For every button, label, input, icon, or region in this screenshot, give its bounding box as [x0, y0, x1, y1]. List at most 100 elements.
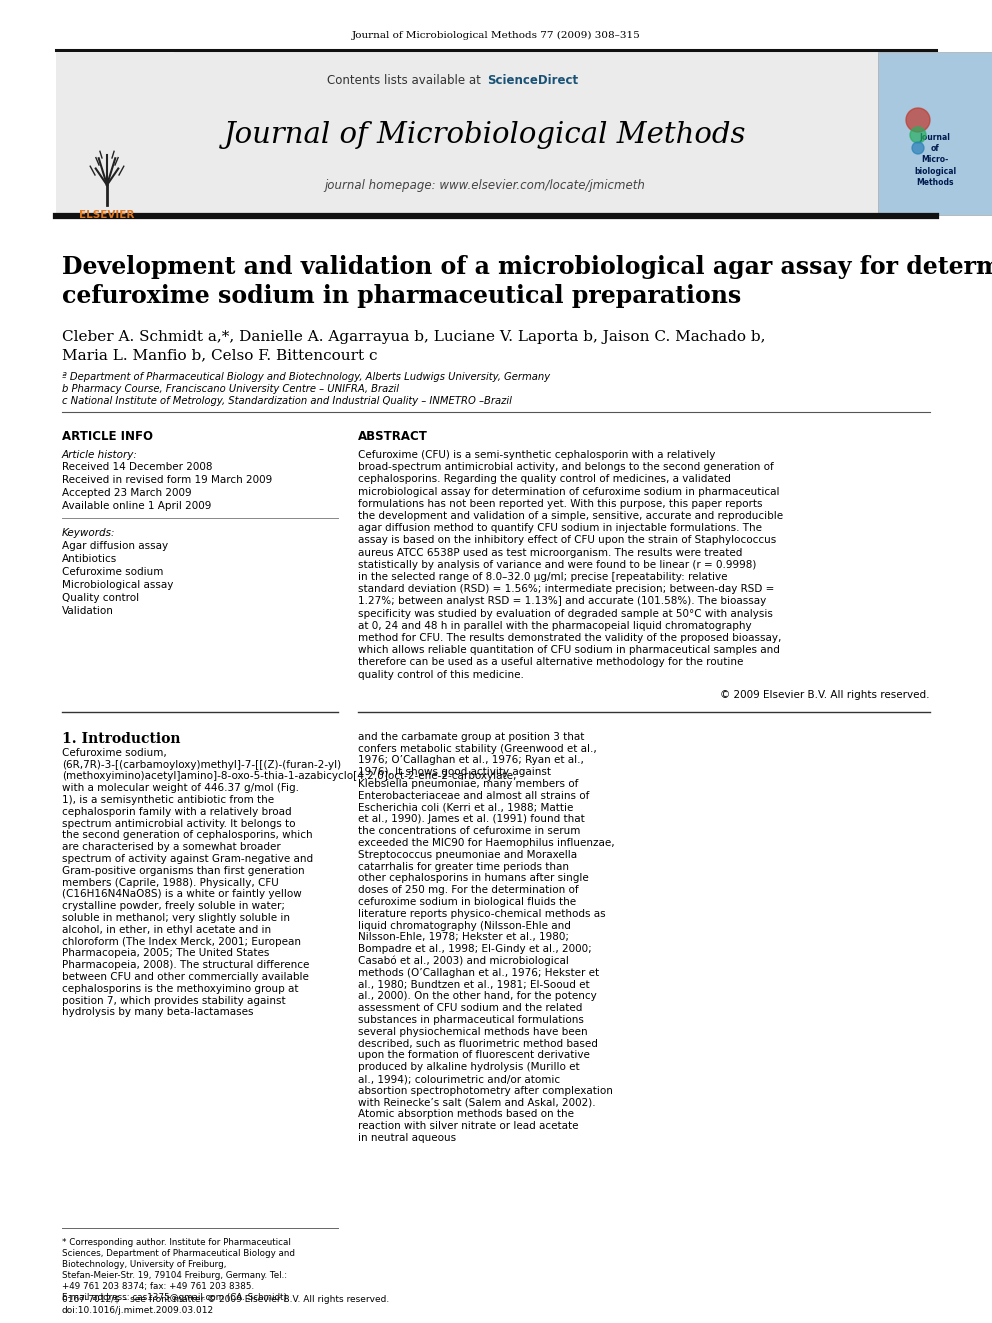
Text: Casabó et al., 2003) and microbiological: Casabó et al., 2003) and microbiological [358, 957, 568, 967]
Text: spectrum of activity against Gram-negative and: spectrum of activity against Gram-negati… [62, 855, 313, 864]
Text: Received 14 December 2008: Received 14 December 2008 [62, 462, 212, 472]
Text: Atomic absorption methods based on the: Atomic absorption methods based on the [358, 1110, 574, 1119]
Text: ª Department of Pharmaceutical Biology and Biotechnology, Alberts Ludwigs Univer: ª Department of Pharmaceutical Biology a… [62, 372, 551, 382]
Text: 1976). It shows good activity against: 1976). It shows good activity against [358, 767, 551, 777]
Text: liquid chromatography (Nilsson-Ehle and: liquid chromatography (Nilsson-Ehle and [358, 921, 570, 930]
Text: Quality control: Quality control [62, 593, 139, 603]
Text: Microbiological assay: Microbiological assay [62, 579, 174, 590]
Text: which allows reliable quantitation of CFU sodium in pharmaceutical samples and: which allows reliable quantitation of CF… [358, 646, 780, 655]
Text: Journal of Microbiological Methods: Journal of Microbiological Methods [224, 120, 746, 149]
Text: formulations has not been reported yet. With this purpose, this paper reports: formulations has not been reported yet. … [358, 499, 763, 509]
Text: produced by alkaline hydrolysis (Murillo et: produced by alkaline hydrolysis (Murillo… [358, 1062, 579, 1072]
Text: crystalline powder, freely soluble in water;: crystalline powder, freely soluble in wa… [62, 901, 285, 912]
Text: in neutral aqueous: in neutral aqueous [358, 1132, 456, 1143]
Text: Cleber A. Schmidt a,*, Danielle A. Agarrayua b, Luciane V. Laporta b, Jaison C. : Cleber A. Schmidt a,*, Danielle A. Agarr… [62, 329, 766, 344]
Text: (6R,7R)-3-[(carbamoyloxy)methyl]-7-[[(Z)-(furan-2-yl): (6R,7R)-3-[(carbamoyloxy)methyl]-7-[[(Z)… [62, 759, 341, 770]
Text: methods (O’Callaghan et al., 1976; Hekster et: methods (O’Callaghan et al., 1976; Hekst… [358, 968, 599, 978]
Text: Stefan-Meier-Str. 19, 79104 Freiburg, Germany. Tel.:: Stefan-Meier-Str. 19, 79104 Freiburg, Ge… [62, 1271, 287, 1279]
Text: confers metabolic stability (Greenwood et al.,: confers metabolic stability (Greenwood e… [358, 744, 597, 754]
Text: Klebsiella pneumoniae, many members of: Klebsiella pneumoniae, many members of [358, 779, 578, 789]
Text: Streptococcus pneumoniae and Moraxella: Streptococcus pneumoniae and Moraxella [358, 849, 577, 860]
Text: catarrhalis for greater time periods than: catarrhalis for greater time periods tha… [358, 861, 569, 872]
Text: soluble in methanol; very slightly soluble in: soluble in methanol; very slightly solub… [62, 913, 290, 923]
Text: doi:10.1016/j.mimet.2009.03.012: doi:10.1016/j.mimet.2009.03.012 [62, 1306, 214, 1315]
Text: cefuroxime sodium in biological fluids the: cefuroxime sodium in biological fluids t… [358, 897, 576, 908]
Text: ELSEVIER: ELSEVIER [79, 210, 135, 220]
Text: ARTICLE INFO: ARTICLE INFO [62, 430, 153, 443]
Text: (methoxyimino)acetyl]amino]-8-oxo-5-thia-1-azabicyclo[4.2.0]oct-2-ene-2-carboxyl: (methoxyimino)acetyl]amino]-8-oxo-5-thia… [62, 771, 517, 782]
Text: position 7, which provides stability against: position 7, which provides stability aga… [62, 996, 286, 1005]
Text: Cefuroxime sodium,: Cefuroxime sodium, [62, 747, 167, 758]
Text: exceeded the MIC90 for Haemophilus influenzae,: exceeded the MIC90 for Haemophilus influ… [358, 837, 615, 848]
Text: the concentrations of cefuroxime in serum: the concentrations of cefuroxime in seru… [358, 826, 580, 836]
Text: literature reports physico-chemical methods as: literature reports physico-chemical meth… [358, 909, 606, 918]
Text: Nilsson-Ehle, 1978; Hekster et al., 1980;: Nilsson-Ehle, 1978; Hekster et al., 1980… [358, 933, 569, 942]
Text: c National Institute of Metrology, Standardization and Industrial Quality – INME: c National Institute of Metrology, Stand… [62, 396, 512, 406]
Text: described, such as fluorimetric method based: described, such as fluorimetric method b… [358, 1039, 598, 1049]
Text: cephalosporins. Regarding the quality control of medicines, a validated: cephalosporins. Regarding the quality co… [358, 475, 731, 484]
Text: al., 1980; Bundtzen et al., 1981; El-Sooud et: al., 1980; Bundtzen et al., 1981; El-Soo… [358, 979, 589, 990]
Text: Escherichia coli (Kerri et al., 1988; Mattie: Escherichia coli (Kerri et al., 1988; Ma… [358, 803, 573, 812]
Text: ScienceDirect: ScienceDirect [487, 74, 578, 86]
Text: with a molecular weight of 446.37 g/mol (Fig.: with a molecular weight of 446.37 g/mol … [62, 783, 299, 794]
Text: assessment of CFU sodium and the related: assessment of CFU sodium and the related [358, 1003, 582, 1013]
Text: method for CFU. The results demonstrated the validity of the proposed bioassay,: method for CFU. The results demonstrated… [358, 632, 782, 643]
Text: ABSTRACT: ABSTRACT [358, 430, 428, 443]
Text: the development and validation of a simple, sensitive, accurate and reproducible: the development and validation of a simp… [358, 511, 783, 521]
Text: Pharmacopeia, 2005; The United States: Pharmacopeia, 2005; The United States [62, 949, 270, 958]
Text: b Pharmacy Course, Franciscano University Centre – UNIFRA, Brazil: b Pharmacy Course, Franciscano Universit… [62, 384, 399, 394]
Text: the second generation of cephalosporins, which: the second generation of cephalosporins,… [62, 831, 312, 840]
Text: Sciences, Department of Pharmaceutical Biology and: Sciences, Department of Pharmaceutical B… [62, 1249, 295, 1258]
Text: microbiological assay for determination of cefuroxime sodium in pharmaceutical: microbiological assay for determination … [358, 487, 780, 496]
Text: al., 2000). On the other hand, for the potency: al., 2000). On the other hand, for the p… [358, 991, 597, 1002]
Text: E-mail address: cas1375@gmail.com (CA. Schmidt).: E-mail address: cas1375@gmail.com (CA. S… [62, 1293, 290, 1302]
Text: upon the formation of fluorescent derivative: upon the formation of fluorescent deriva… [358, 1050, 590, 1061]
Text: statistically by analysis of variance and were found to be linear (r = 0.9998): statistically by analysis of variance an… [358, 560, 756, 570]
Text: Contents lists available at: Contents lists available at [327, 74, 485, 86]
Text: between CFU and other commercially available: between CFU and other commercially avail… [62, 972, 309, 982]
Text: cephalosporin family with a relatively broad: cephalosporin family with a relatively b… [62, 807, 292, 816]
Text: agar diffusion method to quantify CFU sodium in injectable formulations. The: agar diffusion method to quantify CFU so… [358, 523, 762, 533]
Text: therefore can be used as a useful alternative methodology for the routine: therefore can be used as a useful altern… [358, 658, 743, 667]
Text: Cefuroxime sodium: Cefuroxime sodium [62, 568, 164, 577]
Text: Development and validation of a microbiological agar assay for determination of
: Development and validation of a microbio… [62, 255, 992, 308]
Text: 1. Introduction: 1. Introduction [62, 732, 181, 746]
Text: 1), is a semisynthetic antibiotic from the: 1), is a semisynthetic antibiotic from t… [62, 795, 274, 804]
Text: Agar diffusion assay: Agar diffusion assay [62, 541, 168, 550]
Text: © 2009 Elsevier B.V. All rights reserved.: © 2009 Elsevier B.V. All rights reserved… [720, 689, 930, 700]
Text: Enterobacteriaceae and almost all strains of: Enterobacteriaceae and almost all strain… [358, 791, 589, 800]
Text: reaction with silver nitrate or lead acetate: reaction with silver nitrate or lead ace… [358, 1121, 578, 1131]
Text: * Corresponding author. Institute for Pharmaceutical: * Corresponding author. Institute for Ph… [62, 1238, 291, 1248]
Text: aureus ATCC 6538P used as test microorganism. The results were treated: aureus ATCC 6538P used as test microorga… [358, 548, 742, 557]
Text: spectrum antimicrobial activity. It belongs to: spectrum antimicrobial activity. It belo… [62, 819, 296, 828]
Text: specificity was studied by evaluation of degraded sample at 50°C with analysis: specificity was studied by evaluation of… [358, 609, 773, 619]
Text: 1976; O’Callaghan et al., 1976; Ryan et al.,: 1976; O’Callaghan et al., 1976; Ryan et … [358, 755, 584, 766]
Bar [878, 52, 992, 216]
Text: are characterised by a somewhat broader: are characterised by a somewhat broader [62, 843, 281, 852]
Text: Available online 1 April 2009: Available online 1 April 2009 [62, 501, 211, 511]
Text: other cephalosporins in humans after single: other cephalosporins in humans after sin… [358, 873, 588, 884]
Text: Cefuroxime (CFU) is a semi-synthetic cephalosporin with a relatively: Cefuroxime (CFU) is a semi-synthetic cep… [358, 450, 715, 460]
Circle shape [906, 108, 930, 132]
Text: chloroform (The Index Merck, 2001; European: chloroform (The Index Merck, 2001; Europ… [62, 937, 301, 946]
Text: members (Caprile, 1988). Physically, CFU: members (Caprile, 1988). Physically, CFU [62, 877, 279, 888]
Text: broad-spectrum antimicrobial activity, and belongs to the second generation of: broad-spectrum antimicrobial activity, a… [358, 462, 774, 472]
Text: Antibiotics: Antibiotics [62, 554, 117, 564]
Text: hydrolysis by many beta-lactamases: hydrolysis by many beta-lactamases [62, 1007, 254, 1017]
Circle shape [912, 142, 924, 153]
Text: absortion spectrophotometry after complexation: absortion spectrophotometry after comple… [358, 1086, 613, 1095]
Text: quality control of this medicine.: quality control of this medicine. [358, 669, 524, 680]
Text: assay is based on the inhibitory effect of CFU upon the strain of Staphylococcus: assay is based on the inhibitory effect … [358, 536, 777, 545]
Text: in the selected range of 8.0–32.0 μg/ml; precise [repeatability: relative: in the selected range of 8.0–32.0 μg/ml;… [358, 572, 727, 582]
Text: (C16H16N4NaO8S) is a white or faintly yellow: (C16H16N4NaO8S) is a white or faintly ye… [62, 889, 302, 900]
Text: Keywords:: Keywords: [62, 528, 115, 538]
Text: Article history:: Article history: [62, 450, 138, 460]
Text: substances in pharmaceutical formulations: substances in pharmaceutical formulation… [358, 1015, 584, 1025]
Text: Received in revised form 19 March 2009: Received in revised form 19 March 2009 [62, 475, 272, 486]
Text: Accepted 23 March 2009: Accepted 23 March 2009 [62, 488, 191, 497]
Text: and the carbamate group at position 3 that: and the carbamate group at position 3 th… [358, 732, 584, 742]
Text: alcohol, in ether, in ethyl acetate and in: alcohol, in ether, in ethyl acetate and … [62, 925, 271, 935]
Text: Pharmacopeia, 2008). The structural difference: Pharmacopeia, 2008). The structural diff… [62, 960, 310, 970]
Text: 1.27%; between analyst RSD = 1.13%] and accurate (101.58%). The bioassay: 1.27%; between analyst RSD = 1.13%] and … [358, 597, 766, 606]
Text: standard deviation (RSD) = 1.56%; intermediate precision; between-day RSD =: standard deviation (RSD) = 1.56%; interm… [358, 585, 775, 594]
